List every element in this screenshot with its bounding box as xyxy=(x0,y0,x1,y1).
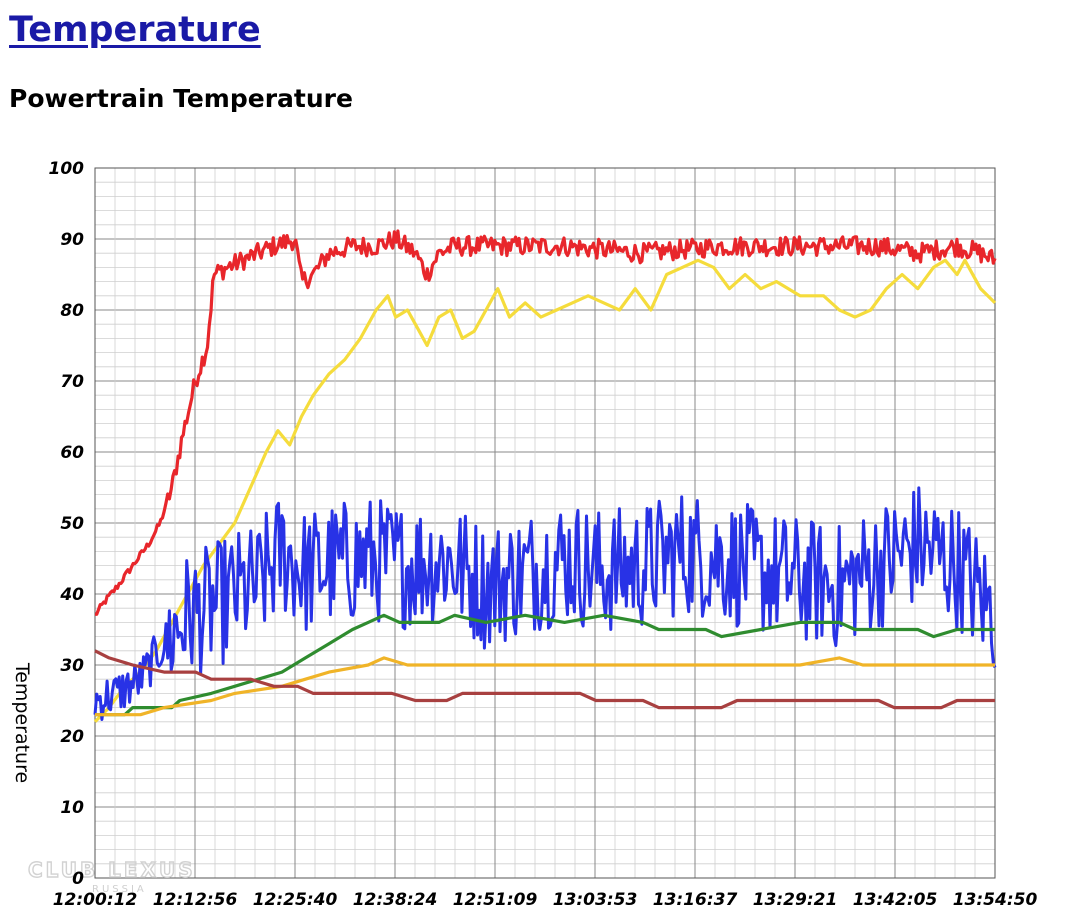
series-line-2 xyxy=(93,258,997,723)
x-tick-label: 13:54:50 xyxy=(953,890,1038,910)
plot-border xyxy=(94,167,996,879)
y-tick-label: 100 xyxy=(49,159,85,179)
y-tick-label: 20 xyxy=(60,727,84,747)
y-tick-label: 90 xyxy=(60,230,84,250)
y-axis-label: Temperature xyxy=(11,662,33,783)
series-line-4 xyxy=(95,613,995,717)
x-tick-label: 12:51:09 xyxy=(453,890,538,910)
x-tick-label: 12:00:12 xyxy=(53,890,138,910)
watermark-logo: CLUB LEXUS RUSSIA xyxy=(27,857,196,895)
chart-heading: Powertrain Temperature xyxy=(9,84,353,113)
grid xyxy=(94,167,996,879)
y-tick-label: 60 xyxy=(60,443,84,463)
powertrain-temperature-chart: CLUB LEXUS RUSSIA 0 10 20 30 40 50 60 70 80 90 100… xyxy=(11,159,1038,910)
x-tick-label: 13:42:05 xyxy=(853,890,938,910)
y-tick-label: 50 xyxy=(60,514,84,534)
page-title-link[interactable]: Temperature xyxy=(9,10,261,50)
watermark-line1: CLUB LEXUS xyxy=(28,858,196,882)
watermark-line2: RUSSIA xyxy=(92,884,147,895)
series-lines xyxy=(93,229,997,723)
series-line-1 xyxy=(94,229,997,616)
series-line-5 xyxy=(95,656,995,717)
x-tick-label: 13:29:21 xyxy=(753,890,838,910)
x-tick-label: 12:38:24 xyxy=(353,890,438,910)
x-tick-label: 12:25:40 xyxy=(253,890,338,910)
y-tick-label: 30 xyxy=(60,656,84,676)
y-tick-label: 80 xyxy=(60,301,84,321)
series-line-3 xyxy=(93,486,997,721)
tick-labels: 0 10 20 30 40 50 60 70 80 90 100 12:00:12 12:12:56 12… xyxy=(49,159,1038,910)
x-tick-label: 13:03:53 xyxy=(553,890,638,910)
series-line-6 xyxy=(94,649,995,710)
y-tick-label: 70 xyxy=(60,372,84,392)
x-tick-label: 13:16:37 xyxy=(653,890,738,910)
x-tick-label: 12:12:56 xyxy=(153,890,238,910)
y-tick-label: 10 xyxy=(60,798,84,818)
y-tick-label: 0 xyxy=(72,869,84,889)
y-tick-label: 40 xyxy=(59,585,84,605)
